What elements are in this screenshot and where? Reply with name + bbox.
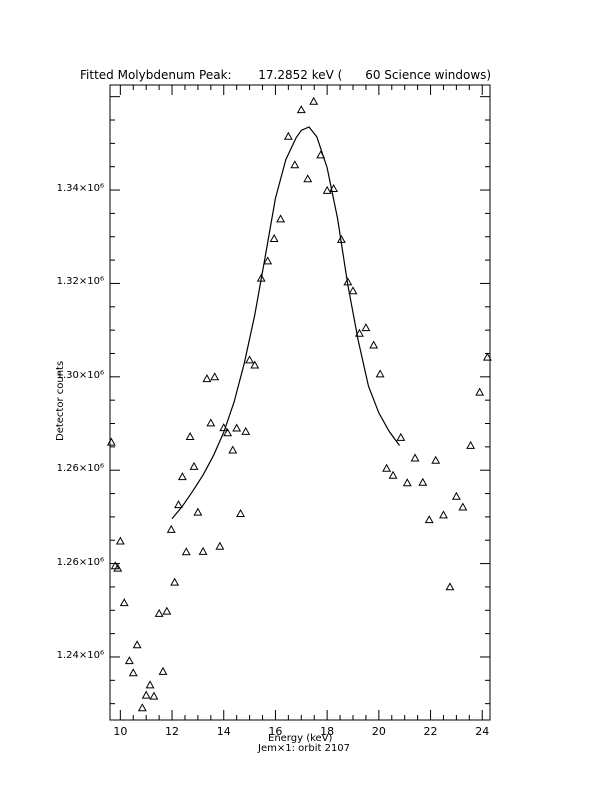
- data-point: [241, 426, 251, 435]
- data-point: [309, 96, 319, 105]
- data-point: [115, 536, 125, 545]
- data-point: [250, 360, 260, 369]
- data-point: [154, 608, 164, 617]
- y-tick-label: 1.24×10⁶: [56, 649, 104, 661]
- data-points: [106, 96, 492, 712]
- fit-curve: [171, 126, 400, 520]
- x-tick-label: 18: [320, 725, 335, 738]
- data-point: [132, 640, 142, 649]
- data-point: [410, 453, 420, 462]
- data-point: [174, 500, 183, 509]
- data-point: [348, 286, 358, 295]
- data-point: [402, 478, 412, 487]
- data-point: [228, 445, 238, 454]
- x-tick-label: 14: [216, 725, 231, 738]
- data-point: [361, 323, 371, 332]
- data-point: [355, 328, 364, 337]
- chart-subtitle: Jem×1: orbit 2107: [258, 743, 351, 754]
- data-point: [162, 606, 172, 615]
- x-tick-label: 10: [113, 725, 128, 738]
- data-point: [177, 472, 187, 481]
- axis-ticks: [110, 85, 490, 720]
- data-point: [418, 477, 428, 486]
- x-tick-label: 24: [475, 725, 490, 738]
- y-tick-label: 1.32×10⁶: [56, 276, 104, 288]
- x-tick-label: 16: [268, 725, 283, 738]
- data-point: [322, 185, 332, 194]
- y-tick-label: 1.26×10⁶: [56, 463, 104, 475]
- data-point: [119, 598, 129, 607]
- data-point: [466, 440, 476, 449]
- data-point: [482, 352, 492, 361]
- y-tick-label: 1.30×10⁶: [56, 369, 104, 381]
- data-point: [193, 507, 203, 516]
- data-point: [245, 355, 255, 364]
- x-tick-label: 22: [423, 725, 438, 738]
- data-point: [329, 184, 339, 193]
- data-point: [215, 541, 225, 550]
- data-point: [439, 510, 448, 519]
- data-point: [424, 515, 434, 524]
- data-point: [158, 666, 168, 675]
- x-axis-label: Energy (keV): [268, 733, 333, 744]
- data-point: [141, 690, 151, 699]
- data-point: [431, 455, 441, 464]
- data-point: [303, 174, 313, 183]
- data-point: [269, 233, 279, 242]
- data-point: [198, 546, 208, 555]
- data-point: [296, 105, 306, 114]
- data-point: [185, 431, 195, 440]
- data-point: [189, 461, 199, 470]
- y-tick-label: 1.26×10⁶: [56, 556, 104, 568]
- data-point: [451, 491, 461, 500]
- data-point: [202, 374, 212, 383]
- data-point: [223, 428, 233, 437]
- data-point: [206, 418, 216, 427]
- data-point: [343, 277, 353, 286]
- x-tick-label: 20: [371, 725, 386, 738]
- data-point: [236, 508, 245, 518]
- data-point: [113, 563, 123, 572]
- x-tick-label: 12: [165, 725, 180, 738]
- data-point: [382, 463, 392, 472]
- data-point: [336, 234, 346, 243]
- data-point: [210, 372, 220, 381]
- data-point: [149, 691, 159, 700]
- data-point: [137, 703, 147, 712]
- chart-title: Fitted Molybdenum Peak: 17.2852 keV ( 60…: [80, 68, 492, 82]
- data-point: [170, 577, 180, 586]
- data-point: [181, 547, 191, 556]
- data-point: [166, 524, 176, 533]
- data-point: [375, 369, 385, 378]
- data-point: [219, 423, 229, 432]
- data-point: [316, 150, 326, 159]
- data-point: [276, 214, 286, 223]
- data-point: [283, 131, 293, 140]
- data-point: [396, 432, 406, 441]
- data-point: [445, 582, 455, 591]
- data-point: [458, 502, 468, 511]
- data-point: [290, 160, 300, 169]
- data-point: [388, 470, 398, 479]
- plot-frame: [109, 84, 491, 721]
- y-tick-label: 1.34×10⁶: [56, 183, 104, 195]
- data-point: [124, 656, 134, 665]
- data-point: [475, 387, 485, 396]
- data-point: [256, 273, 266, 282]
- data-point: [128, 668, 138, 677]
- data-point: [369, 340, 379, 349]
- data-point: [145, 680, 155, 689]
- data-point: [263, 256, 273, 265]
- data-point: [232, 423, 242, 432]
- data-point: [106, 437, 116, 446]
